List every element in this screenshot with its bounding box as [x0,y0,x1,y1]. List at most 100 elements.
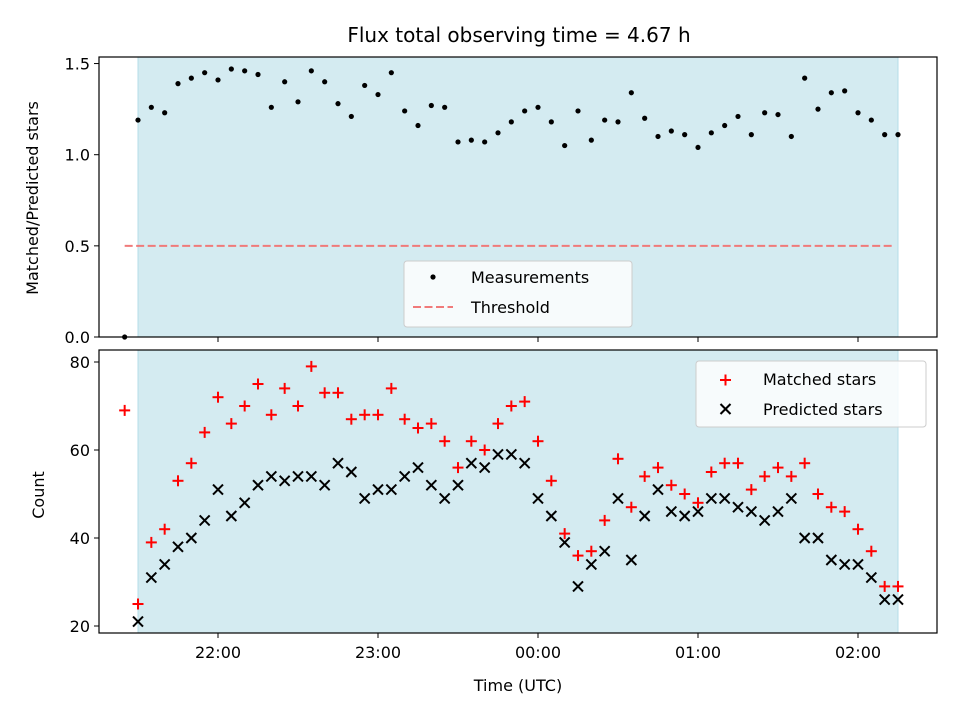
matched-star-point [879,580,891,592]
matched-star-point [239,400,251,412]
measurement-point [455,139,461,145]
matched-star-point [839,506,851,518]
predicted-star-point [878,593,891,606]
measurement-point [148,104,154,110]
measurement-point [322,79,328,85]
matched-star-point [252,378,264,390]
predicted-star-point [612,492,624,505]
predicted-star-point [705,492,718,505]
measurement-point [708,130,714,136]
predicted-star-point [172,541,184,553]
legend-predicted-label: Predicted stars [763,400,883,419]
matched-star-point [172,475,184,487]
measurement-point [428,102,434,109]
measurement-point [802,75,808,81]
predicted-star-point [625,554,638,566]
matched-star-point [679,488,691,500]
legend-threshold-label: Threshold [470,298,550,317]
measurement-point [642,115,648,121]
chart-title: Flux total observing time = 4.67 h [347,23,690,47]
matched-star-point [705,466,717,478]
matched-star-point [425,418,437,430]
measurement-point [295,99,301,105]
matched-star-point [399,413,411,425]
bottom-ylabel: Count [29,471,48,519]
measurement-point [628,90,634,96]
predicted-star-point [598,545,611,557]
measurement-point [575,108,581,114]
legend-matched-marker [720,374,731,386]
measurement-point [668,128,674,134]
measurement-point [282,79,288,85]
predicted-star-point [812,532,824,544]
matched-star-point [599,514,611,526]
measurement-point [722,122,728,129]
matched-star-point [132,598,144,610]
matched-star-point [212,391,224,403]
matched-star-point [585,545,597,557]
measurement-point [695,144,701,151]
measurement-point [335,101,341,107]
y-tick-label: 1.5 [65,55,90,74]
predicted-star-point [438,492,451,505]
predicted-star-point [718,492,731,505]
measurement-point [228,66,234,72]
legend: Matched stars Predicted stars [695,360,927,428]
matched-star-point [265,409,277,421]
measurement-point [775,111,781,118]
measurement-point [268,104,274,110]
measurement-point [882,132,888,138]
matched-star-point [145,536,157,548]
legend-measurements-marker [430,274,436,280]
x-tick-label: 00:00 [515,643,561,662]
measurement-point [215,77,221,83]
measurement-point [375,91,381,98]
matched-star-point [865,545,877,557]
predicted-star-point [492,448,504,461]
y-tick-label: 60 [70,441,90,460]
legend-box [403,260,633,328]
measurement-point [162,110,168,116]
matched-star-point [692,497,704,509]
matched-star-point [852,523,864,535]
matched-star-point [332,387,344,399]
matched-star-point [492,418,504,430]
measurement-point [415,122,421,129]
matched-star-point [279,382,291,394]
measurement-point [842,88,848,94]
measurement-point [868,117,874,123]
measurement-point [548,119,554,125]
matched-star-point [359,409,371,421]
matched-star-point [225,418,237,430]
legend: Measurements Threshold [403,260,633,328]
measurement-point [535,104,541,110]
predicted-star-point [558,536,571,549]
axes-frame [98,349,938,634]
predicted-star-point [572,580,584,593]
matched-star-point [745,484,757,496]
predicted-star-point [305,470,318,483]
predicted-star-point [852,558,864,571]
legend-matched-label: Matched stars [763,370,876,389]
predicted-star-point [198,514,211,527]
matched-star-point [545,475,557,487]
predicted-star-point [358,492,371,505]
predicted-star-point [158,558,171,571]
measurement-point [175,81,181,87]
axes-frame [98,56,938,338]
predicted-star-point [132,615,144,628]
measurement-point [348,113,354,120]
predicted-star-point [652,483,664,496]
matched-star-point [799,457,811,469]
measurement-point [508,119,514,125]
matched-star-point [505,400,517,412]
x-tick-label: 02:00 [835,643,881,662]
measurement-point [855,110,861,116]
matched-star-point [465,435,477,447]
measurement-point [588,137,594,143]
x-tick-label: 22:00 [195,643,241,662]
matched-star-point [825,501,837,513]
predicted-star-point [212,483,224,496]
predicted-star-point [292,470,304,483]
measurement-point [735,113,741,120]
